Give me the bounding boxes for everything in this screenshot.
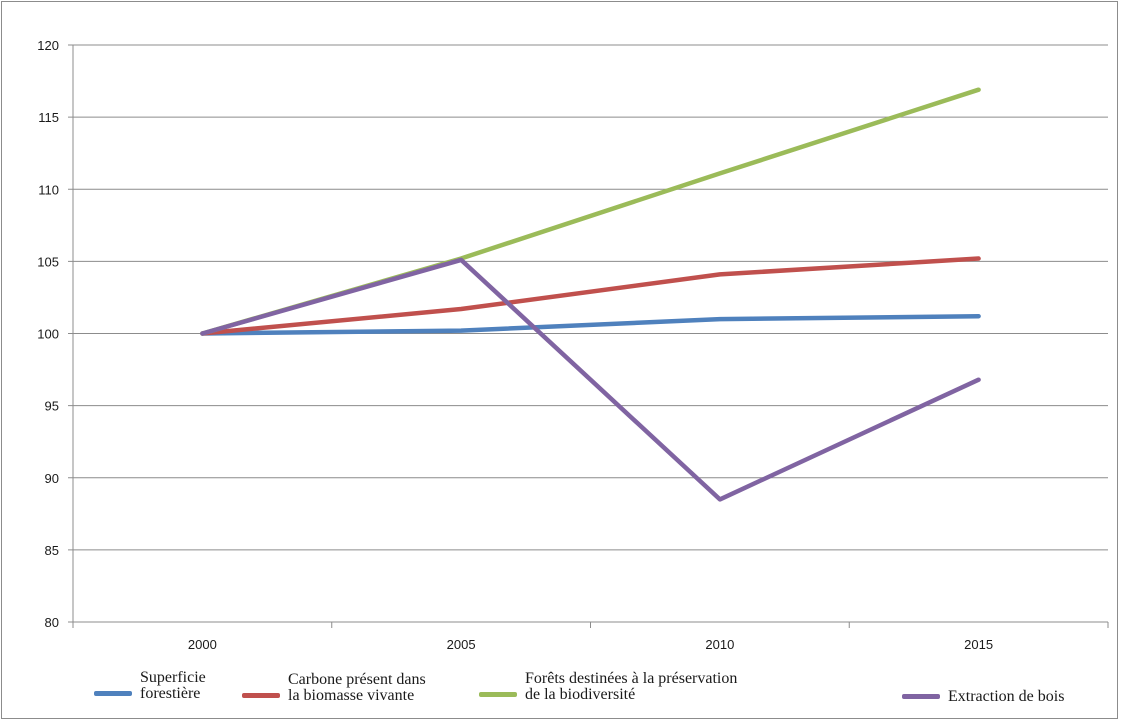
legend-item-superficie: Superficie forestière [94,670,206,702]
y-tick-label-95: 95 [45,399,59,414]
legend-label-extraction: Extraction de bois [948,688,1065,705]
x-tick-label-2010: 2010 [705,637,734,652]
y-tick-label-105: 105 [37,254,59,269]
legend-swatch-superficie [94,691,132,696]
series-line-3 [200,257,981,502]
y-tick-label-85: 85 [45,543,59,558]
legend-swatch-carbone [242,693,280,698]
y-tick-label-100: 100 [37,327,59,342]
legend-item-extraction: Extraction de bois [902,689,1064,705]
x-tick-label-2000: 2000 [188,637,217,652]
legend-swatch-extraction [902,694,940,699]
y-tick-label-110: 110 [38,182,59,197]
series-line-1 [200,256,981,336]
series-line-2 [200,87,981,336]
y-tick-label-80: 80 [45,615,59,630]
y-axis: 80 85 90 95 100 105 110 115 120 [37,38,74,630]
legend-swatch-forets [479,692,517,697]
legend-label-forets: Forêts destinées à la préservation de la… [525,670,738,703]
x-tick-label-2015: 2015 [964,637,993,652]
x-axis: 2000 2005 2010 2015 [72,621,1109,652]
y-tick-label-90: 90 [45,471,59,486]
legend-item-carbone: Carbone présent dans la biomasse vivante [242,672,426,704]
x-tick-label-2005: 2005 [447,637,476,652]
y-tick-label-120: 120 [37,38,59,53]
legend-label-carbone: Carbone présent dans la biomasse vivante [288,671,426,704]
legend-item-forets: Forêts destinées à la préservation de la… [479,671,737,703]
legend-label-superficie: Superficie forestière [140,669,206,702]
y-tick-label-115: 115 [38,110,59,125]
series-lines [200,87,981,502]
series-line-0 [200,313,981,336]
